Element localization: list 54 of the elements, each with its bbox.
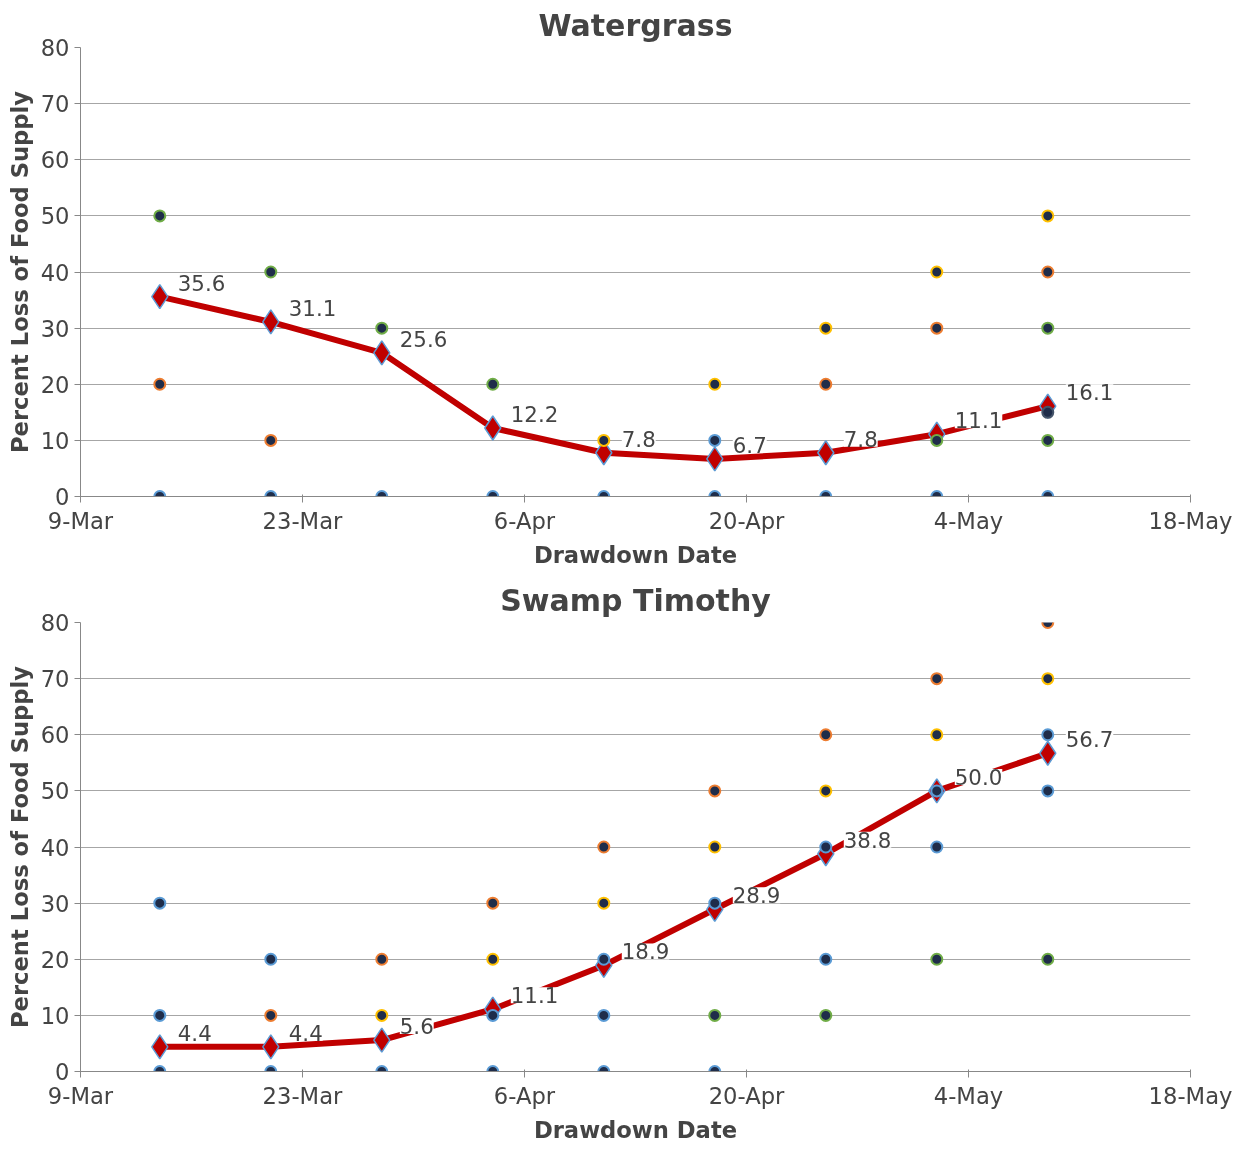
x-tick-label: 4-May	[933, 507, 1004, 534]
y-tick-label: 20	[40, 371, 70, 398]
y-tick-label: 0	[55, 1059, 70, 1085]
x-tick-label: 9-Mar	[47, 507, 114, 534]
x-tick-label: 18-May	[1148, 1082, 1233, 1109]
data-label: 11.1	[954, 408, 1003, 434]
y-tick-label: 10	[40, 427, 70, 454]
data-label: 35.6	[177, 270, 226, 296]
y-tick-label: 40	[40, 834, 70, 861]
y-tick-label: 10	[40, 1002, 70, 1029]
y-tick-label: 60	[40, 722, 70, 749]
data-label: 4.4	[288, 1020, 323, 1046]
y-tick-label: 50	[40, 203, 70, 230]
x-tick-label: 18-May	[1148, 507, 1233, 534]
y-tick-label: 60	[40, 147, 70, 174]
x-tick-label: 6-Apr	[493, 1082, 556, 1109]
x-tick-label: 23-Mar	[262, 1082, 344, 1109]
chart-title: Watergrass	[538, 7, 733, 43]
data-label: 6.7	[732, 432, 767, 458]
data-label: 25.6	[399, 326, 448, 352]
y-tick-label: 50	[40, 778, 70, 805]
x-tick-label: 6-Apr	[493, 507, 556, 534]
y-axis-title: Percent Loss of Food Supply	[6, 90, 33, 454]
data-label: 28.9	[732, 883, 781, 909]
x-tick-label: 9-Mar	[47, 1082, 114, 1109]
data-label: 7.8	[621, 426, 656, 452]
x-tick-label: 4-May	[933, 1082, 1004, 1109]
y-axis-title: Percent Loss of Food Supply	[6, 665, 33, 1029]
y-tick-label: 20	[40, 946, 70, 973]
chart-title: Swamp Timothy	[500, 582, 772, 618]
data-label: 5.6	[399, 1014, 434, 1040]
x-tick-label: 20-Apr	[708, 507, 786, 534]
y-tick-label: 0	[55, 484, 70, 510]
data-label: 11.1	[510, 983, 559, 1009]
y-tick-label: 30	[40, 315, 70, 342]
data-label: 31.1	[288, 295, 337, 321]
x-axis-title: Drawdown Date	[533, 541, 738, 568]
x-tick-label: 23-Mar	[262, 507, 344, 534]
data-label: 50.0	[954, 764, 1003, 790]
y-tick-label: 30	[40, 890, 70, 917]
data-label: 16.1	[1065, 380, 1114, 406]
y-tick-label: 80	[40, 610, 70, 636]
y-tick-label: 70	[40, 666, 70, 693]
data-label: 56.7	[1065, 727, 1114, 753]
data-label: 18.9	[621, 939, 670, 965]
data-label: 38.8	[843, 827, 892, 853]
y-tick-label: 40	[40, 259, 70, 286]
y-tick-label: 80	[40, 35, 70, 61]
y-tick-label: 70	[40, 91, 70, 118]
x-axis-title: Drawdown Date	[533, 1116, 738, 1143]
data-label: 4.4	[177, 1020, 212, 1046]
x-tick-label: 20-Apr	[708, 1082, 786, 1109]
data-label: 12.2	[510, 402, 559, 428]
data-label: 7.8	[843, 426, 878, 452]
